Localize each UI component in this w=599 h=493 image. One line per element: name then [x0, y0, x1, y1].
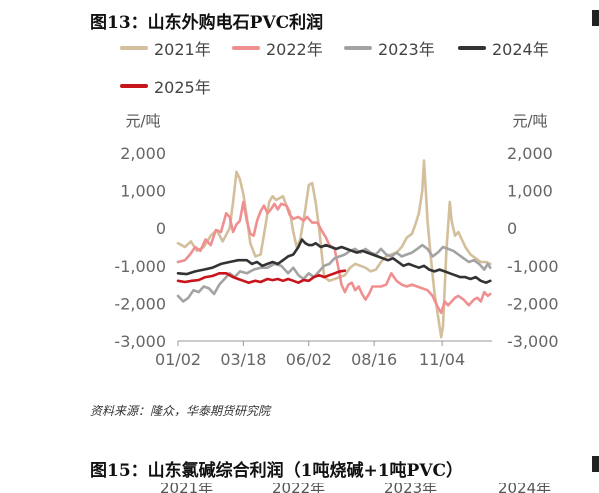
legend-swatch-2022: [232, 46, 260, 50]
line-chart: 元/吨 元/吨 -3,000 -2,000 -1,000 0 1,000 2,000 -3…: [114, 112, 559, 369]
x-tick-label: 08/16: [351, 350, 397, 369]
x-axis: 01/02 03/18 06/02 08/16 11/04: [155, 340, 492, 369]
series-layer: [176, 159, 492, 339]
source-note: 资料来源：隆众，华泰期货研究院: [90, 404, 271, 418]
y-tick-label-right: 2,000: [507, 144, 553, 163]
y-tick-label-right: -3,000: [507, 332, 559, 351]
edge-marker-top: [592, 10, 599, 26]
x-tick-label: 06/02: [286, 350, 332, 369]
next-legend-label-2024: 2024年: [498, 483, 552, 493]
legend-swatch-2021: [120, 46, 148, 50]
y-tick-label-left: -1,000: [114, 257, 166, 276]
y-axis-right: -3,000 -2,000 -1,000 0 1,000 2,000: [507, 144, 559, 351]
edge-marker-bottom: [592, 456, 599, 472]
legend-label-2023: 2023年: [378, 40, 435, 59]
next-figure-legend: 2021年 2022年 2023年 2024年: [150, 483, 590, 493]
series-line-2024: [176, 238, 492, 284]
y-tick-label-left: -2,000: [114, 294, 166, 313]
legend-item-2022: 2022年: [232, 36, 323, 60]
legend-item-2025: 2025年: [120, 74, 211, 98]
series-line-2021: [176, 159, 492, 339]
legend-item-2024: 2024年: [458, 36, 549, 60]
next-legend-label-2022: 2022年: [272, 483, 326, 493]
legend-swatch-2024: [458, 46, 486, 50]
legend-item-2021: 2021年: [120, 36, 211, 60]
figure-title: 图13：山东外购电石PVC利润: [90, 13, 324, 33]
y-axis-unit-right: 元/吨: [512, 112, 547, 130]
y-tick-label-left: -3,000: [114, 332, 166, 351]
x-tick-label: 11/04: [419, 350, 465, 369]
y-tick-label-left: 0: [156, 219, 166, 238]
legend-label-2025: 2025年: [154, 78, 211, 97]
legend-label-2024: 2024年: [492, 40, 549, 59]
legend-swatch-2023: [344, 46, 372, 50]
next-legend-label-2021: 2021年: [160, 483, 214, 493]
y-axis-left: -3,000 -2,000 -1,000 0 1,000 2,000: [114, 144, 166, 351]
next-legend-label-2023: 2023年: [384, 483, 438, 493]
y-tick-label-left: 2,000: [120, 144, 166, 163]
y-tick-label-right: 1,000: [507, 182, 553, 201]
legend-swatch-2025: [120, 84, 148, 88]
legend-label-2021: 2021年: [154, 40, 211, 59]
x-tick-label: 01/02: [155, 350, 201, 369]
y-tick-label-right: 0: [507, 219, 517, 238]
y-axis-unit-left: 元/吨: [125, 112, 160, 130]
y-tick-label-right: -1,000: [507, 257, 559, 276]
legend-label-2022: 2022年: [266, 40, 323, 59]
legend-item-2023: 2023年: [344, 36, 435, 60]
y-tick-label-left: 1,000: [120, 182, 166, 201]
series-line-2025: [176, 269, 347, 284]
next-figure-title: 图15：山东氯碱综合利润（1吨烧碱+1吨PVC）: [90, 461, 464, 481]
y-tick-label-right: -2,000: [507, 294, 559, 313]
x-tick-label: 03/18: [220, 350, 266, 369]
